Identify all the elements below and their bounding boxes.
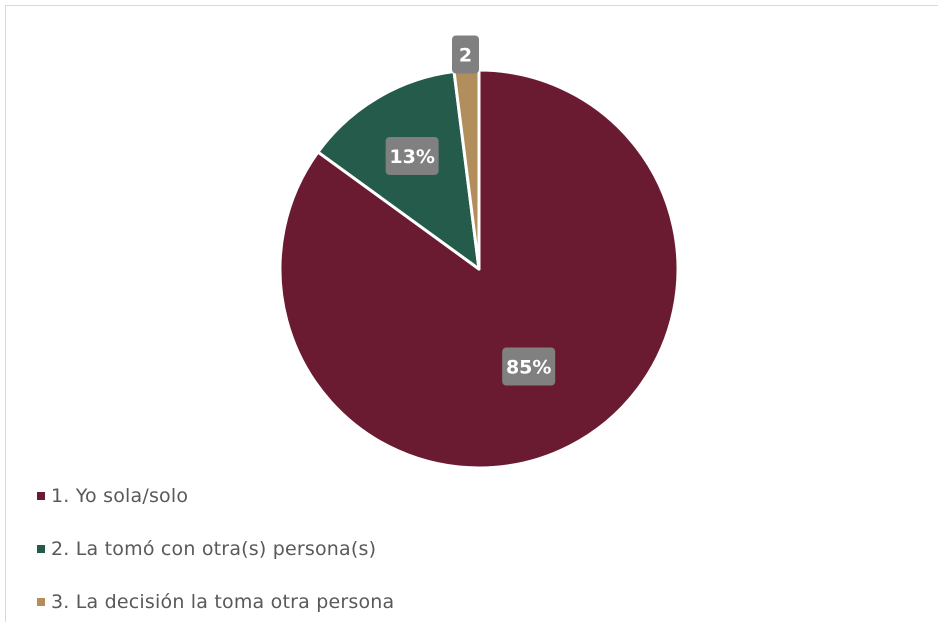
data-label-text: 2 <box>459 45 472 67</box>
legend-item-otra-persona: 3. La decisión la toma otra persona <box>37 575 394 628</box>
data-label-box <box>385 136 439 175</box>
legend-item-yo-sola: 1. Yo sola/solo <box>37 469 394 522</box>
data-label-box <box>502 347 556 386</box>
data-label-yo-sola: 85% <box>502 347 556 386</box>
data-label-text: 13% <box>389 146 434 168</box>
data-labels: 85% 13% 2 <box>385 35 556 386</box>
data-label-text: 85% <box>506 357 551 379</box>
legend-swatch <box>37 544 45 553</box>
legend-swatch <box>37 597 45 606</box>
legend-item-otra-persona-conjunta: 2. La tomó con otra(s) persona(s) <box>37 522 394 575</box>
legend-label: 2. La tomó con otra(s) persona(s) <box>51 537 377 560</box>
data-label-box <box>452 35 480 74</box>
pie-slices <box>278 68 680 470</box>
legend: 1. Yo sola/solo 2. La tomó con otra(s) p… <box>37 469 394 628</box>
legend-swatch <box>37 491 45 500</box>
data-label-otra-persona-conjunta: 13% <box>385 136 439 175</box>
chart-frame <box>5 5 938 622</box>
legend-label: 3. La decisión la toma otra persona <box>51 590 395 613</box>
data-label-otra-persona: 2 <box>452 35 480 74</box>
legend-label: 1. Yo sola/solo <box>51 484 189 507</box>
